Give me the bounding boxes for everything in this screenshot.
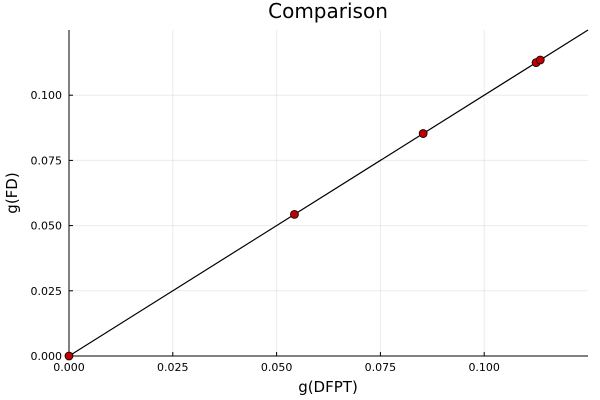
x-tick-label: 0.000 [53,361,85,374]
data-point [535,55,545,65]
x-axis-label: g(DFPT) [298,378,358,396]
reference-line [68,29,589,357]
data-point [418,129,428,138]
y-tick-label: 0.050 [31,220,63,233]
axes [68,30,588,357]
data-point [64,351,74,361]
y-tick-label: 0.025 [31,285,63,298]
x-tick-label: 0.050 [261,361,293,374]
series [64,29,589,361]
y-axis-label: g(FD) [3,172,21,213]
grid [69,30,588,356]
y-tick-label: 0.075 [31,154,63,167]
x-tick-label: 0.100 [468,361,500,374]
y-tick-label: 0.100 [31,89,63,102]
ticks: 0.000 0.025 0.050 0.075 0.100 0.000 0.025 0.050… [31,89,500,374]
chart-title: Comparison [268,0,388,23]
y-tick-label: 0.000 [31,350,63,363]
x-tick-label: 0.075 [365,361,397,374]
x-tick-label: 0.025 [157,361,189,374]
data-point [290,209,299,219]
